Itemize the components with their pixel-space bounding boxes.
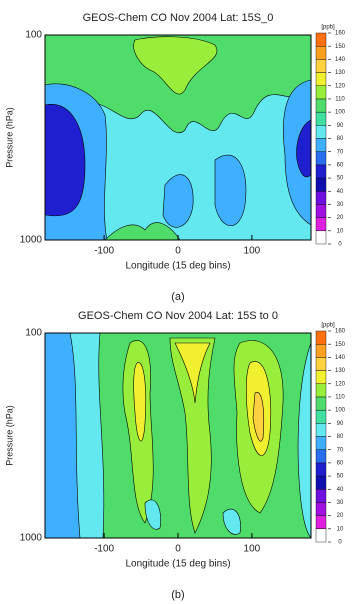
colorbar-box: [315, 98, 327, 113]
x-tick-label: -100: [94, 246, 114, 257]
colorbar-label: 140: [335, 57, 346, 63]
colorbar-label: 100: [335, 408, 346, 414]
colorbar-label: 80: [337, 136, 344, 142]
y-axis-label: Pressure (hPa): [4, 107, 14, 168]
x-axis-label: Longitude (15 deg bins): [125, 261, 230, 272]
colorbar-label: 150: [335, 44, 346, 50]
contour-field: [45, 333, 311, 538]
y-tick-label: 1000: [20, 533, 43, 544]
colorbar-label: 90: [337, 123, 344, 129]
colorbar-box: [315, 191, 327, 205]
colorbar-box: [315, 475, 327, 490]
colorbar-label: 140: [335, 355, 346, 361]
colorbar-box: [315, 45, 327, 60]
colorbar-label: 110: [335, 97, 345, 103]
x-tick-label: 100: [244, 544, 261, 555]
colorbar-label: 70: [337, 149, 344, 155]
colorbar-box: [315, 396, 327, 411]
colorbar-box: [315, 462, 327, 477]
colorbar-box: [315, 151, 327, 166]
colorbar-box: [315, 111, 327, 126]
colorbar-unit: [ppb]: [321, 25, 335, 31]
colorbar-box: [315, 370, 327, 384]
colorbar-box: [315, 217, 327, 232]
x-tick-label: -100: [94, 544, 114, 555]
colorbar-label: 20: [337, 513, 344, 519]
colorbar-box: [315, 383, 327, 398]
colorbar-box: [315, 204, 327, 218]
colorbar-box: [315, 138, 327, 152]
colorbar-label: 120: [335, 381, 346, 387]
colorbar-label: 20: [337, 215, 344, 221]
colorbar-label: 30: [337, 202, 344, 208]
colorbar-label: 160: [335, 329, 346, 335]
colorbar-box: [315, 177, 327, 192]
x-tick-label: 0: [175, 246, 181, 257]
colorbar-box: [315, 489, 327, 503]
colorbar-box: [315, 409, 327, 424]
colorbar-box: [315, 230, 327, 245]
x-axis-label: Longitude (15 deg bins): [125, 559, 230, 570]
chart-title: GEOS-Chem CO Nov 2004 Lat: 15S_0: [83, 12, 274, 24]
x-tick-label: 100: [244, 246, 261, 257]
colorbar-label: 80: [337, 434, 344, 440]
colorbar-box: [315, 125, 327, 139]
colorbar-box: [315, 343, 327, 358]
colorbar-box: [315, 330, 327, 345]
caption: (a): [171, 291, 184, 303]
colorbar-box: [315, 32, 327, 47]
contour-field: [45, 35, 311, 240]
colorbar-label: 50: [337, 474, 344, 480]
colorbar-label: 60: [337, 460, 344, 466]
y-tick-label: 100: [25, 328, 42, 339]
colorbar-label: 60: [337, 162, 344, 168]
colorbar-label: 100: [335, 110, 346, 116]
colorbar-label: 130: [335, 368, 346, 374]
colorbar-label: 30: [337, 500, 344, 506]
x-tick-label: 0: [175, 544, 181, 555]
colorbar-unit: [ppb]: [321, 323, 335, 329]
colorbar-box: [315, 72, 327, 86]
colorbar-label: 130: [335, 70, 346, 76]
y-tick-label: 1000: [20, 235, 43, 246]
chart-title: GEOS-Chem CO Nov 2004 Lat: 15S to 0: [78, 310, 278, 322]
colorbar-label: 120: [335, 83, 346, 89]
colorbar-label: 0: [338, 242, 342, 248]
caption: (b): [171, 589, 184, 601]
colorbar-label: 10: [337, 526, 344, 532]
colorbar-box: [315, 423, 327, 437]
colorbar-label: 50: [337, 176, 344, 182]
y-axis-label: Pressure (hPa): [4, 405, 14, 466]
colorbar-label: 110: [335, 395, 345, 401]
y-tick-label: 100: [25, 30, 42, 41]
colorbar-label: 160: [335, 31, 346, 37]
colorbar-label: 150: [335, 342, 346, 348]
colorbar-label: 70: [337, 447, 344, 453]
colorbar-box: [315, 436, 327, 450]
colorbar-box: [315, 59, 327, 73]
colorbar-box: [315, 502, 327, 516]
colorbar-box: [315, 449, 327, 464]
colorbar-label: 90: [337, 421, 344, 427]
colorbar-label: 40: [337, 189, 344, 195]
colorbar-box: [315, 357, 327, 371]
colorbar-label: 40: [337, 487, 344, 493]
colorbar-box: [315, 515, 327, 530]
colorbar-label: 0: [338, 540, 342, 546]
colorbar-box: [315, 528, 327, 543]
colorbar-box: [315, 85, 327, 100]
colorbar-box: [315, 164, 327, 179]
colorbar-label: 10: [337, 228, 344, 234]
